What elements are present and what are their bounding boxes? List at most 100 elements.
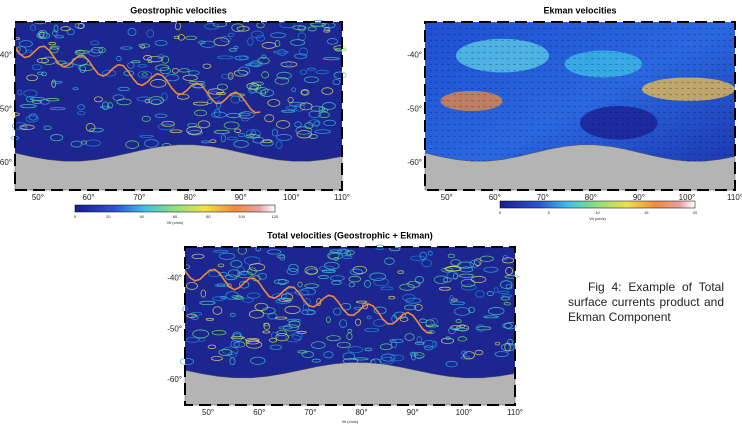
eddy (229, 357, 236, 366)
eddy (266, 249, 282, 255)
arrow (434, 99, 439, 102)
lon-label: 90° (235, 193, 247, 202)
arrow (656, 129, 661, 132)
arrow (536, 105, 541, 108)
arrow (512, 147, 517, 150)
arrow (488, 69, 493, 72)
arrow (458, 123, 463, 126)
arrow (500, 111, 505, 114)
arrow (644, 57, 649, 60)
eddy (238, 112, 251, 117)
arrow (668, 99, 673, 102)
eddy (299, 102, 313, 111)
colorbar-tick: 20 (106, 214, 111, 219)
arrow (470, 57, 475, 60)
arrow (542, 123, 547, 126)
colorbar-tick: 40 (139, 214, 144, 219)
eddy (447, 253, 456, 259)
arrow (656, 93, 661, 96)
arrow (500, 75, 505, 78)
eddy (324, 26, 331, 32)
arrow (494, 135, 499, 138)
arrow (668, 63, 673, 66)
arrow (542, 81, 547, 84)
arrow (698, 123, 703, 126)
arrow (668, 81, 673, 84)
eddy (475, 290, 485, 298)
arrow (548, 27, 553, 30)
arrow (608, 69, 613, 72)
eddy (26, 74, 38, 82)
eddy (31, 64, 43, 71)
arrow (632, 147, 637, 150)
arrow (626, 27, 631, 30)
arrow (560, 111, 565, 114)
arrow (590, 123, 595, 126)
arrow (590, 45, 595, 48)
eddy (294, 103, 305, 112)
arrow (686, 159, 691, 162)
eddy (318, 111, 330, 119)
eddy (210, 355, 224, 361)
eddy (140, 44, 146, 49)
eddy (500, 280, 513, 290)
arrow (488, 27, 493, 30)
arrow (494, 153, 499, 156)
arrow (530, 87, 535, 90)
arrow (728, 93, 733, 96)
eddy (198, 40, 206, 45)
arrow (452, 117, 457, 120)
arrow (458, 33, 463, 36)
arrow (656, 87, 661, 90)
lon-label: 50° (202, 408, 214, 417)
arrow (626, 123, 631, 126)
eddy (141, 115, 151, 122)
arrow (488, 87, 493, 90)
arrow (662, 75, 667, 78)
arrow (626, 141, 631, 144)
caption: Fig 4: Example of Total surface currents… (568, 280, 724, 324)
arrow (626, 45, 631, 48)
arrow (728, 69, 733, 72)
eddy (450, 325, 461, 330)
arrow (554, 129, 559, 132)
eddy (41, 71, 47, 77)
lon-label: 100° (283, 193, 300, 202)
arrow (632, 39, 637, 42)
eddy (88, 49, 102, 57)
arrow (584, 33, 589, 36)
arrow (674, 105, 679, 108)
eddy (250, 30, 264, 39)
arrow (548, 57, 553, 60)
field-patch (642, 77, 735, 101)
eddy (223, 121, 240, 130)
eddy (202, 63, 212, 69)
arrow (560, 99, 565, 102)
arrow (446, 147, 451, 150)
eddy (414, 354, 423, 359)
arrow (674, 117, 679, 120)
arrow (656, 39, 661, 42)
eddy (107, 102, 114, 109)
colorbar-tick: 80 (206, 214, 211, 219)
arrow (584, 63, 589, 66)
eddy (226, 136, 238, 141)
eddy (238, 280, 250, 289)
arrow (710, 33, 715, 36)
arrow (446, 33, 451, 36)
eddy (277, 48, 287, 57)
arrow (578, 111, 583, 114)
arrow (530, 129, 535, 132)
lon-label: 70° (304, 408, 316, 417)
eddy (483, 266, 499, 273)
arrow (686, 39, 691, 42)
arrow (446, 39, 451, 42)
arrow (602, 141, 607, 144)
arrow (722, 141, 727, 144)
arrow (542, 111, 547, 114)
arrow (698, 141, 703, 144)
eddy (407, 280, 421, 288)
eddy (502, 254, 508, 261)
arrow (440, 27, 445, 30)
arrow (548, 111, 553, 114)
